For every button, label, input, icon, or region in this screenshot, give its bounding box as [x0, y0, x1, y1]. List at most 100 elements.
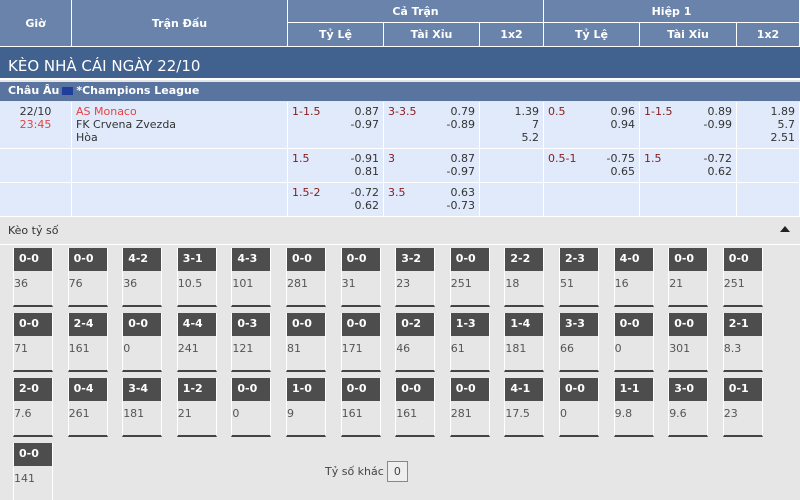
odds-value[interactable]: 7 — [532, 118, 539, 131]
odds-value[interactable]: 0.81 — [354, 165, 380, 178]
odds-values: 0.63 -0.73 — [447, 186, 475, 212]
odds-cell[interactable]: 1.39 7 5.2 — [480, 102, 544, 149]
odds-value[interactable]: -0.75 — [606, 152, 635, 165]
score-cell[interactable]: 0-0 161 — [395, 378, 436, 437]
score-cell[interactable]: 0-0 0 — [613, 313, 654, 372]
odds-value[interactable]: 0.87 — [354, 105, 380, 118]
odds-value[interactable]: 0.94 — [610, 118, 636, 131]
col-header-sub: Tài Xỉu — [640, 23, 737, 47]
score-cell[interactable]: 3-3 66 — [559, 313, 599, 372]
score-cell[interactable]: 4-3 101 — [231, 248, 272, 307]
score-cell[interactable]: 0-4 261 — [67, 378, 108, 437]
score-label: 0-0 — [68, 248, 107, 271]
odds-cell[interactable]: 3 0.87 -0.97 — [384, 149, 480, 183]
odds-cell[interactable]: 1.5-2 -0.72 0.62 — [288, 183, 384, 217]
score-cell[interactable]: 1-0 9 — [286, 378, 326, 437]
score-cell[interactable]: 1-2 21 — [176, 378, 217, 437]
score-cell[interactable]: 0-0 251 — [449, 248, 490, 307]
score-cell[interactable]: 0-0 301 — [668, 313, 709, 372]
league-row[interactable]: Châu Âu *Champions League — [0, 82, 800, 101]
odds-value[interactable]: -0.72 — [703, 152, 732, 165]
odds-value[interactable]: 0.89 — [707, 105, 733, 118]
odds-cell[interactable]: 0.5 0.96 0.94 — [544, 102, 640, 149]
score-cell[interactable]: 0-0 171 — [340, 313, 381, 372]
odds-cell[interactable] — [737, 149, 800, 183]
score-cell[interactable]: 0-0 281 — [286, 248, 326, 307]
score-cell[interactable]: 0-0 21 — [668, 248, 709, 307]
odds-value[interactable]: -0.89 — [446, 118, 475, 131]
score-cell[interactable]: 4-4 241 — [176, 313, 217, 372]
odds-value[interactable]: 2.51 — [770, 131, 796, 144]
score-cell[interactable]: 3-1 10.5 — [176, 248, 217, 307]
score-cell[interactable]: 0-0 161 — [340, 378, 381, 437]
score-cell[interactable]: 4-2 36 — [122, 248, 163, 307]
odds-cell[interactable]: 3.5 0.63 -0.73 — [384, 183, 480, 217]
odds-cell[interactable]: 1.5 -0.91 0.81 — [288, 149, 384, 183]
odds-value[interactable]: 0.62 — [354, 199, 380, 212]
odds-value[interactable]: 0.63 — [450, 186, 476, 199]
score-cell[interactable]: 3-0 9.6 — [668, 378, 709, 437]
odds-cell[interactable] — [544, 183, 640, 217]
odds-value[interactable]: 5.7 — [777, 118, 796, 131]
score-label: 4-3 — [232, 248, 271, 271]
score-cell[interactable]: 2-2 18 — [504, 248, 545, 307]
score-cell[interactable]: 2-1 8.3 — [722, 313, 763, 372]
score-cell[interactable]: 0-0 0 — [559, 378, 599, 437]
odds-value[interactable]: -0.99 — [703, 118, 732, 131]
score-cell[interactable]: 1-3 61 — [449, 313, 490, 372]
odds-value[interactable]: -0.97 — [446, 165, 475, 178]
odds-value[interactable]: 5.2 — [521, 131, 540, 144]
score-cell[interactable]: 3-4 181 — [122, 378, 163, 437]
score-section-header[interactable]: Kèo tỷ số — [0, 217, 800, 245]
score-label: 0-2 — [396, 313, 435, 336]
score-label: 0-0 — [341, 378, 380, 401]
score-cell[interactable]: 0-0 76 — [67, 248, 108, 307]
home-team[interactable]: AS Monaco — [76, 105, 137, 118]
score-cell[interactable]: 0-0 81 — [286, 313, 326, 372]
odds-cell[interactable]: 1-1.5 0.87 -0.97 — [288, 102, 384, 149]
odds-value[interactable]: -0.73 — [446, 199, 475, 212]
score-cell[interactable]: 0-2 46 — [395, 313, 436, 372]
odds-value[interactable]: 0.62 — [707, 165, 733, 178]
odds-cell[interactable] — [640, 183, 737, 217]
odds-cell[interactable] — [480, 149, 544, 183]
score-cell[interactable]: 0-0 0 — [231, 378, 272, 437]
odds-cell[interactable]: 1.89 5.7 2.51 — [737, 102, 800, 149]
score-cell[interactable]: 0-0 31 — [340, 248, 381, 307]
collapse-arrow-icon[interactable] — [780, 226, 790, 232]
score-cell[interactable]: 2-0 7.6 — [13, 378, 53, 437]
odds-cell[interactable]: 0.5-1 -0.75 0.65 — [544, 149, 640, 183]
odds-value[interactable]: -0.97 — [350, 118, 379, 131]
other-score-value[interactable]: 0 — [386, 461, 408, 482]
odds-cell[interactable]: 1.5 -0.72 0.62 — [640, 149, 737, 183]
score-cell[interactable]: 1-4 181 — [504, 313, 545, 372]
odds-value[interactable]: 0.79 — [450, 105, 476, 118]
score-cell[interactable]: 1-1 9.8 — [613, 378, 654, 437]
odds-value[interactable]: -0.91 — [350, 152, 379, 165]
score-cell[interactable]: 0-0 251 — [722, 248, 763, 307]
score-cell[interactable]: 4-0 16 — [613, 248, 654, 307]
odds-cell[interactable]: 3-3.5 0.79 -0.89 — [384, 102, 480, 149]
score-cell[interactable]: 2-4 161 — [67, 313, 108, 372]
odds-value[interactable]: 1.39 — [514, 105, 540, 118]
score-cell[interactable]: 0-0 0 — [122, 313, 163, 372]
score-cell[interactable]: 0-0 281 — [449, 378, 490, 437]
score-cell[interactable]: 0-0 141 — [13, 443, 53, 500]
score-cell[interactable]: 4-1 17.5 — [504, 378, 545, 437]
handicap-line: 0.5 — [548, 105, 566, 118]
odds-cell[interactable] — [480, 183, 544, 217]
score-cell[interactable]: 3-2 23 — [395, 248, 436, 307]
score-cell[interactable]: 0-3 121 — [231, 313, 272, 372]
odds-value[interactable]: -0.72 — [350, 186, 379, 199]
score-cell[interactable]: 0-1 23 — [722, 378, 763, 437]
odds-value[interactable]: 1.89 — [770, 105, 796, 118]
score-cell[interactable]: 0-0 36 — [13, 248, 53, 307]
odds-value[interactable]: 0.65 — [610, 165, 636, 178]
odds-value[interactable]: 0.87 — [450, 152, 476, 165]
score-cell[interactable]: 0-0 71 — [13, 313, 53, 372]
odds-cell[interactable] — [737, 183, 800, 217]
away-team[interactable]: FK Crvena Zvezda — [76, 118, 177, 131]
odds-value[interactable]: 0.96 — [610, 105, 636, 118]
score-cell[interactable]: 2-3 51 — [559, 248, 599, 307]
odds-cell[interactable]: 1-1.5 0.89 -0.99 — [640, 102, 737, 149]
